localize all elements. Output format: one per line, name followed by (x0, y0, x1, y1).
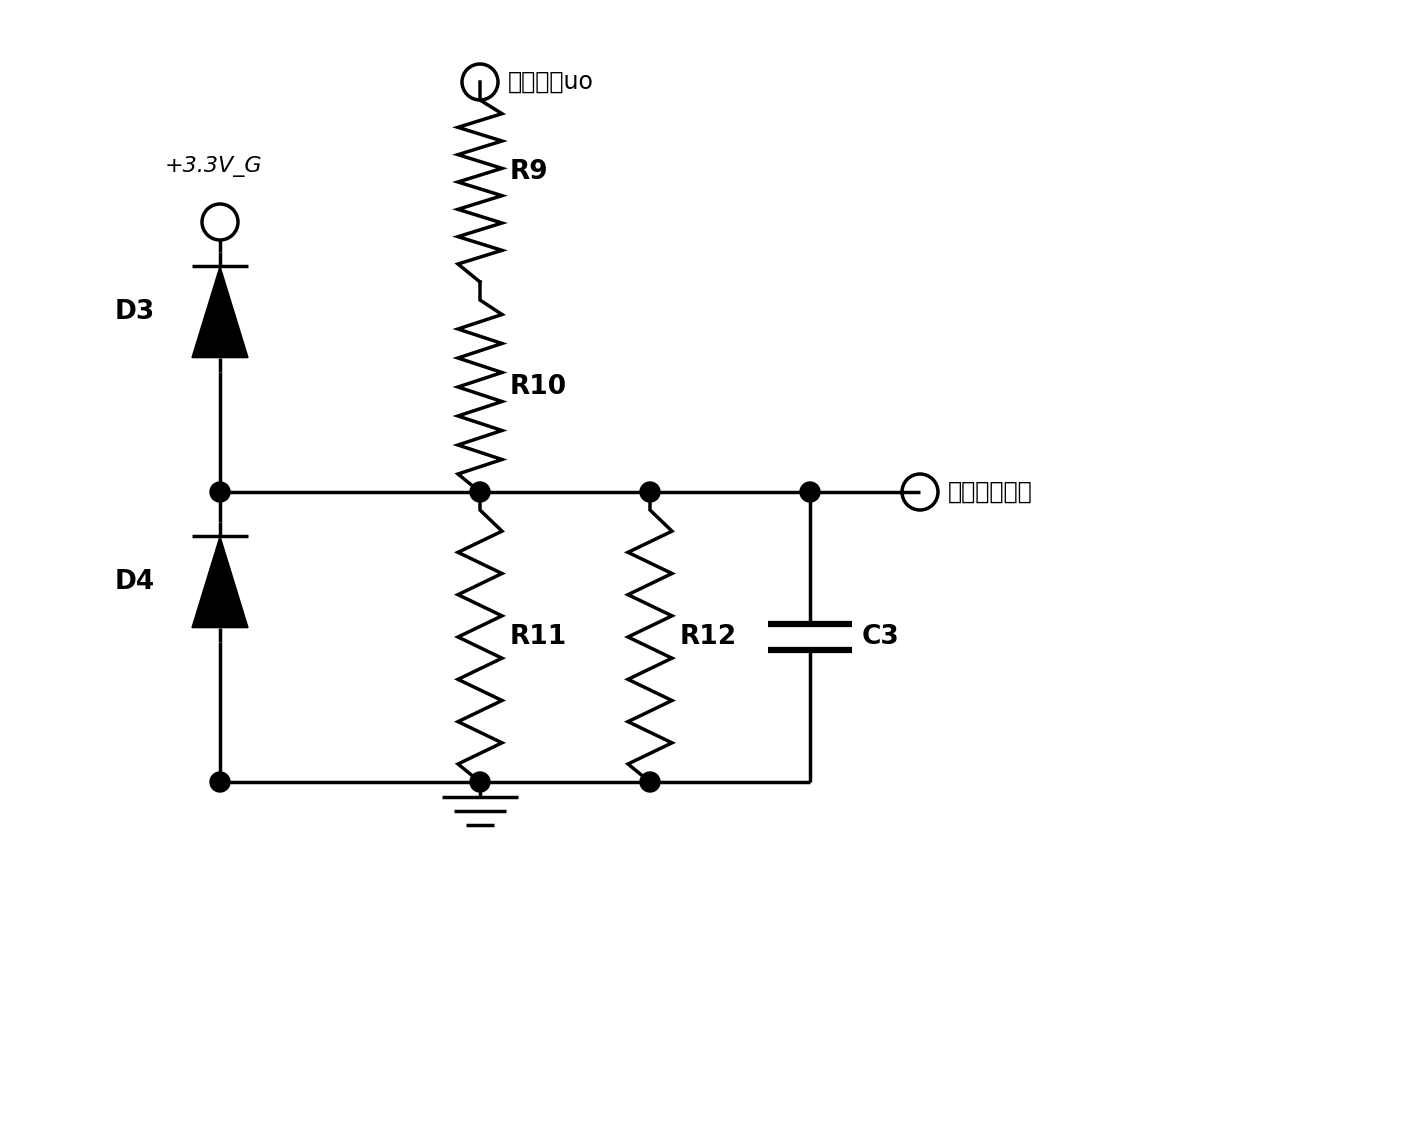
Circle shape (470, 772, 490, 792)
Circle shape (210, 772, 230, 792)
Text: 采样输出电压: 采样输出电压 (948, 480, 1033, 504)
Circle shape (470, 482, 490, 501)
Circle shape (641, 482, 660, 501)
Polygon shape (192, 537, 248, 627)
Polygon shape (192, 266, 248, 358)
Text: R9: R9 (509, 158, 549, 185)
Text: D4: D4 (116, 569, 155, 595)
Text: +3.3V_G: +3.3V_G (165, 156, 262, 177)
Text: C3: C3 (862, 624, 900, 650)
Text: D3: D3 (116, 299, 155, 325)
Circle shape (641, 772, 660, 792)
Text: 电网电压uo: 电网电压uo (508, 70, 594, 94)
Text: R11: R11 (509, 624, 567, 650)
Circle shape (800, 482, 820, 501)
Text: R12: R12 (680, 624, 737, 650)
Text: R10: R10 (509, 374, 567, 400)
Circle shape (210, 482, 230, 501)
